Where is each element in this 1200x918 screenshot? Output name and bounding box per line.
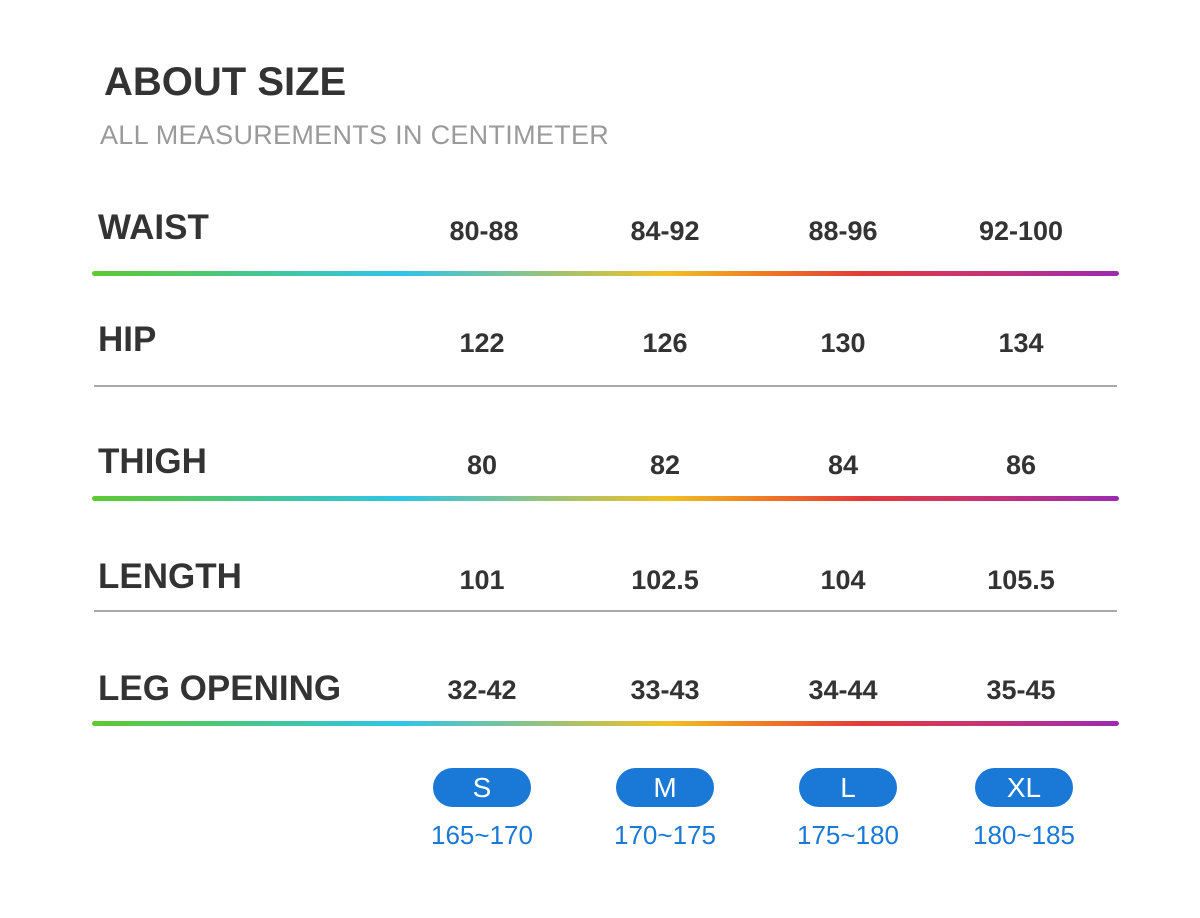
thigh-value-m: 82 bbox=[649, 450, 681, 480]
divider-rainbow bbox=[92, 721, 1119, 726]
length-value-xl: 105.5 bbox=[987, 565, 1055, 595]
length-value-s: 101 bbox=[459, 565, 505, 595]
waist-value-s: 80-88 bbox=[449, 216, 519, 246]
length-value-l: 104 bbox=[820, 565, 866, 595]
page-subtitle: ALL MEASUREMENTS IN CENTIMETER bbox=[100, 120, 610, 150]
thigh-value-s: 80 bbox=[466, 450, 498, 480]
leg-opening-value-s: 32-42 bbox=[447, 675, 517, 705]
height-range-m: 170~175 bbox=[614, 820, 716, 850]
thigh-value-xl: 86 bbox=[1005, 450, 1037, 480]
page-title: ABOUT SIZE bbox=[104, 60, 347, 104]
hip-value-s: 122 bbox=[459, 328, 505, 358]
row-label-thigh: THIGH bbox=[98, 442, 207, 481]
thigh-value-l: 84 bbox=[827, 450, 859, 480]
size-badge-l: L bbox=[799, 768, 897, 807]
hip-value-xl: 134 bbox=[998, 328, 1044, 358]
waist-value-m: 84-92 bbox=[630, 216, 700, 246]
hip-value-m: 126 bbox=[642, 328, 688, 358]
leg-opening-value-xl: 35-45 bbox=[986, 675, 1056, 705]
row-label-waist: WAIST bbox=[98, 208, 209, 247]
divider-rainbow bbox=[92, 271, 1119, 276]
leg-opening-value-m: 33-43 bbox=[630, 675, 700, 705]
row-label-hip: HIP bbox=[98, 320, 157, 359]
waist-value-xl: 92-100 bbox=[978, 216, 1064, 246]
row-label-length: LENGTH bbox=[98, 557, 242, 596]
row-label-leg-opening: LEG OPENING bbox=[98, 669, 342, 708]
waist-value-l: 88-96 bbox=[808, 216, 878, 246]
divider-gray bbox=[94, 385, 1117, 387]
size-badge-m: M bbox=[616, 768, 714, 807]
height-range-xl: 180~185 bbox=[973, 820, 1075, 850]
size-badge-xl: XL bbox=[975, 768, 1073, 807]
height-range-s: 165~170 bbox=[431, 820, 533, 850]
divider-gray bbox=[94, 610, 1117, 612]
height-range-l: 175~180 bbox=[797, 820, 899, 850]
leg-opening-value-l: 34-44 bbox=[808, 675, 878, 705]
size-badge-s: S bbox=[433, 768, 531, 807]
divider-rainbow bbox=[92, 496, 1119, 501]
hip-value-l: 130 bbox=[820, 328, 866, 358]
length-value-m: 102.5 bbox=[631, 565, 699, 595]
